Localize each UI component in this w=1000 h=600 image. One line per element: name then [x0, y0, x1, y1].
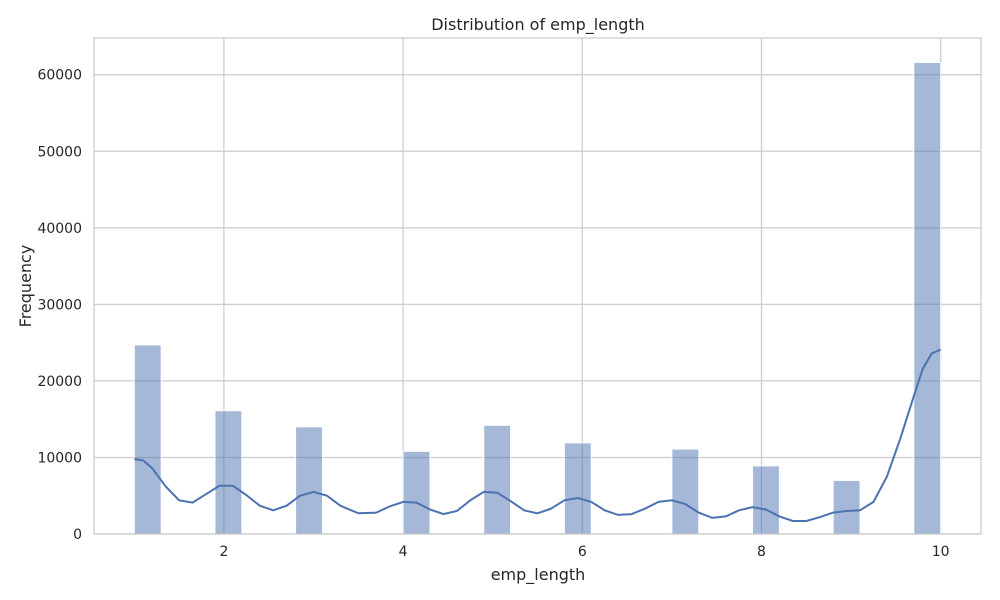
x-tick-label: 8 [757, 544, 766, 560]
histogram-bar [214, 410, 243, 535]
histogram-bar [402, 450, 431, 535]
histogram-bar [752, 465, 780, 535]
x-tick-label: 2 [219, 544, 228, 560]
histogram-bar [563, 442, 592, 535]
plot-frame [93, 37, 982, 535]
x-tick-label: 10 [932, 544, 950, 560]
chart-title: Distribution of emp_length [431, 15, 645, 35]
grid [94, 38, 981, 535]
histogram-bar [483, 424, 512, 535]
kde-curve [134, 348, 942, 522]
histogram-bar [295, 426, 323, 535]
tick-labels: 2 4 6 8 10 0 10000 20000 30000 40000 50000 60000 [37, 68, 949, 560]
y-axis-label: Frequency [16, 245, 35, 328]
bars [133, 61, 942, 535]
y-tick-label: 20000 [37, 374, 82, 390]
histogram-bar [133, 344, 162, 535]
y-tick-label: 10000 [37, 450, 82, 466]
y-tick-label: 60000 [37, 68, 82, 84]
x-axis-label: emp_length [491, 565, 586, 585]
y-tick-label: 50000 [37, 144, 82, 160]
y-tick-label: 0 [73, 527, 82, 543]
x-tick-label: 6 [578, 544, 587, 560]
histogram-bar [671, 448, 700, 535]
histogram-bar [832, 479, 861, 535]
y-tick-label: 30000 [37, 297, 82, 313]
y-tick-label: 40000 [37, 221, 82, 237]
x-tick-label: 4 [399, 544, 408, 560]
histogram-bar [913, 61, 942, 535]
